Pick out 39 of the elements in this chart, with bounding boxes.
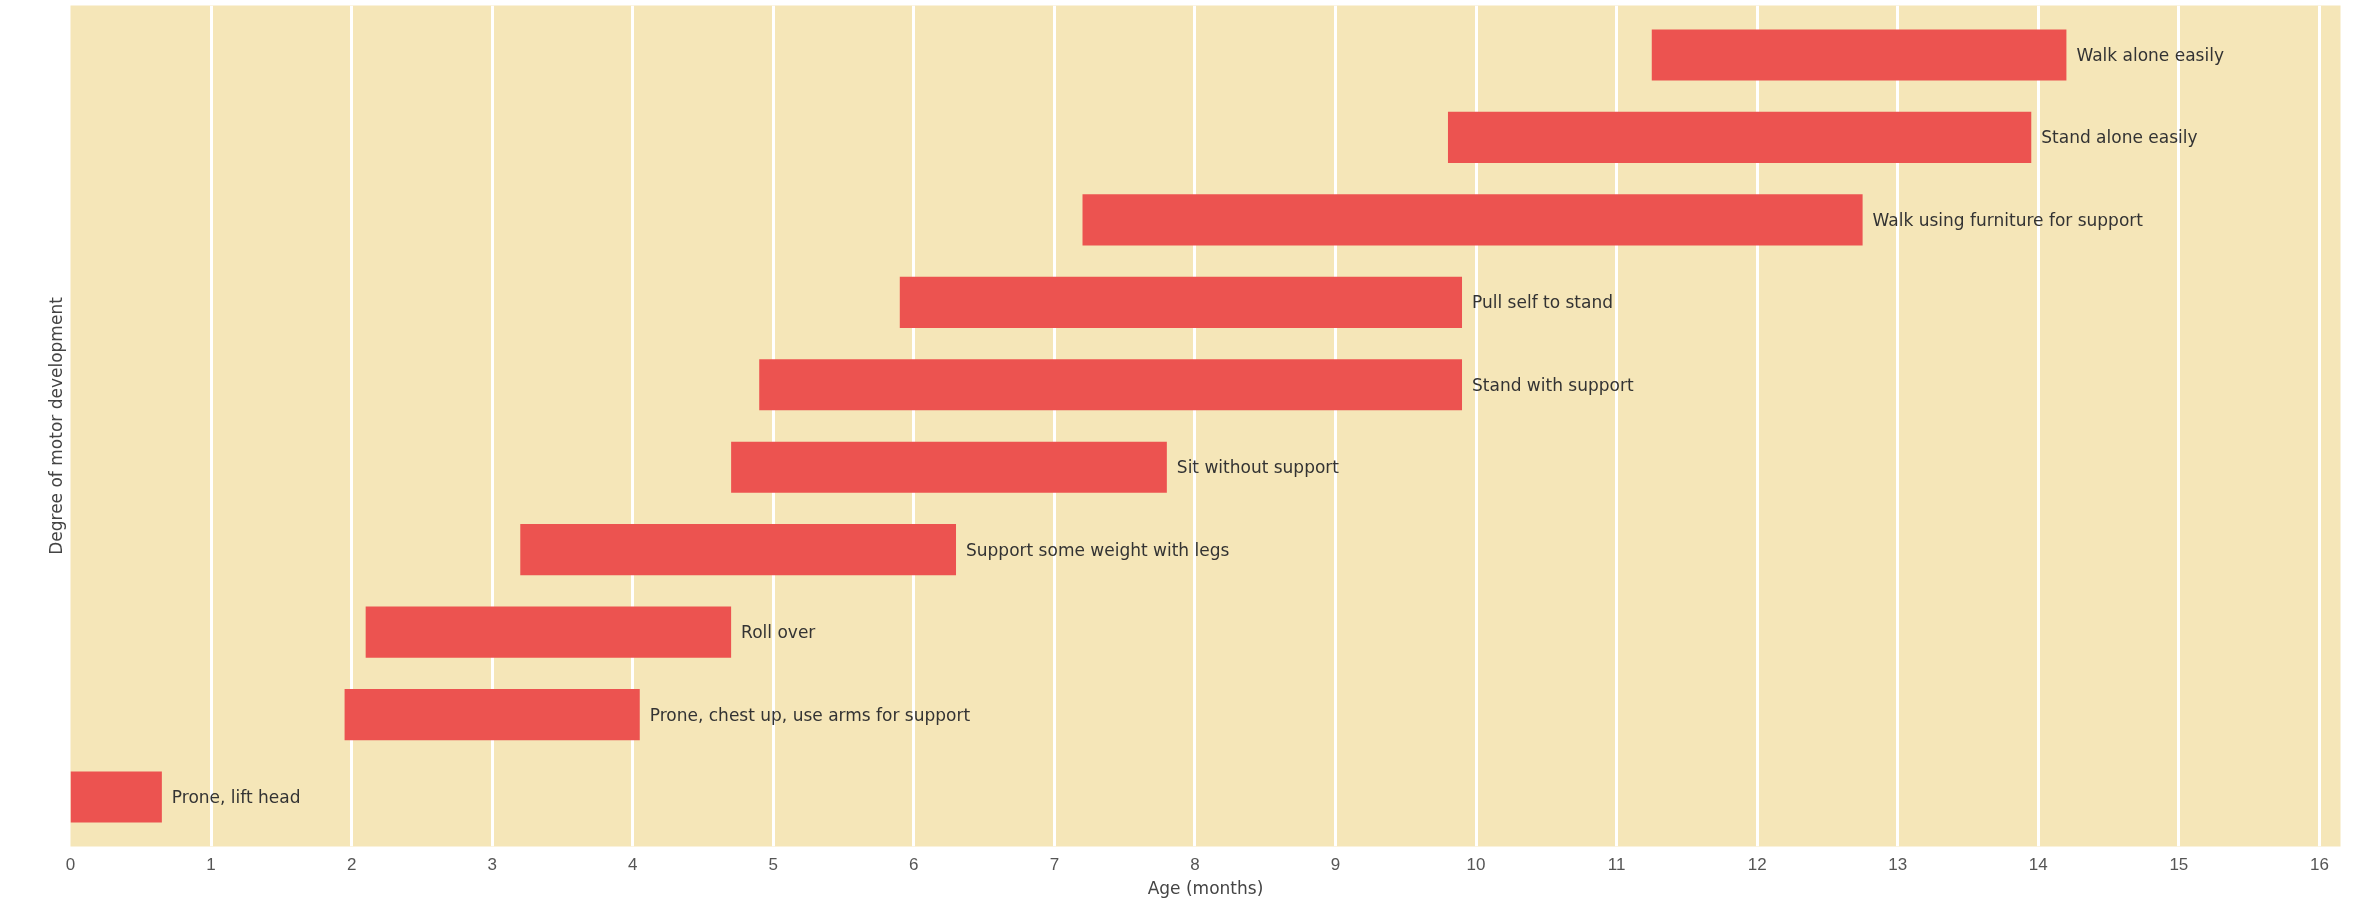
x-tick-label: 7: [1049, 854, 1060, 874]
x-tick-label: 8: [1190, 854, 1200, 874]
y-tick-label: Prone, lift head: [171, 787, 301, 808]
bar: [344, 689, 640, 741]
bar: [899, 276, 1463, 328]
y-tick-label: Walk using furniture for support: [1872, 209, 2144, 230]
y-tick-label: Prone, chest up, use arms for support: [649, 704, 971, 725]
x-tick-label: 10: [1466, 854, 1486, 874]
bar: [1082, 194, 1863, 246]
y-tick-label: Sit without support: [1176, 457, 1340, 478]
x-tick-label: 3: [487, 854, 497, 874]
x-tick-label: 6: [909, 854, 919, 874]
x-tick-label: 0: [65, 854, 76, 874]
x-tick-label: 4: [628, 854, 638, 874]
y-axis-title: Degree of motor development: [45, 296, 66, 555]
x-tick-label: 11: [1607, 854, 1626, 874]
x-tick-label: 12: [1747, 854, 1767, 874]
bar: [520, 524, 957, 576]
x-tick-label: 16: [2309, 854, 2329, 874]
y-tick-label: Stand with support: [1472, 374, 1634, 395]
x-tick-label: 9: [1330, 854, 1341, 874]
bar: [70, 771, 162, 823]
y-tick-label: Roll over: [741, 622, 816, 643]
x-tick-label: 5: [768, 854, 779, 874]
y-tick-label: Support some weight with legs: [966, 539, 1230, 560]
bar: [365, 606, 732, 658]
y-tick-label: Walk alone easily: [2076, 44, 2224, 65]
bar: [1651, 29, 2067, 81]
bar: [1447, 111, 2032, 163]
x-tick-label: 2: [346, 854, 357, 874]
x-tick-label: 14: [2028, 854, 2048, 874]
bar: [759, 359, 1463, 411]
y-tick-label: Stand alone easily: [2041, 127, 2198, 148]
x-axis-title: Age (months): [1147, 877, 1264, 898]
y-tick-label: Pull self to stand: [1472, 292, 1613, 313]
x-tick-label: 15: [2169, 854, 2189, 874]
x-tick-label: 1: [206, 854, 216, 874]
x-tick-label: 13: [1888, 854, 1908, 874]
bar: [731, 441, 1167, 493]
